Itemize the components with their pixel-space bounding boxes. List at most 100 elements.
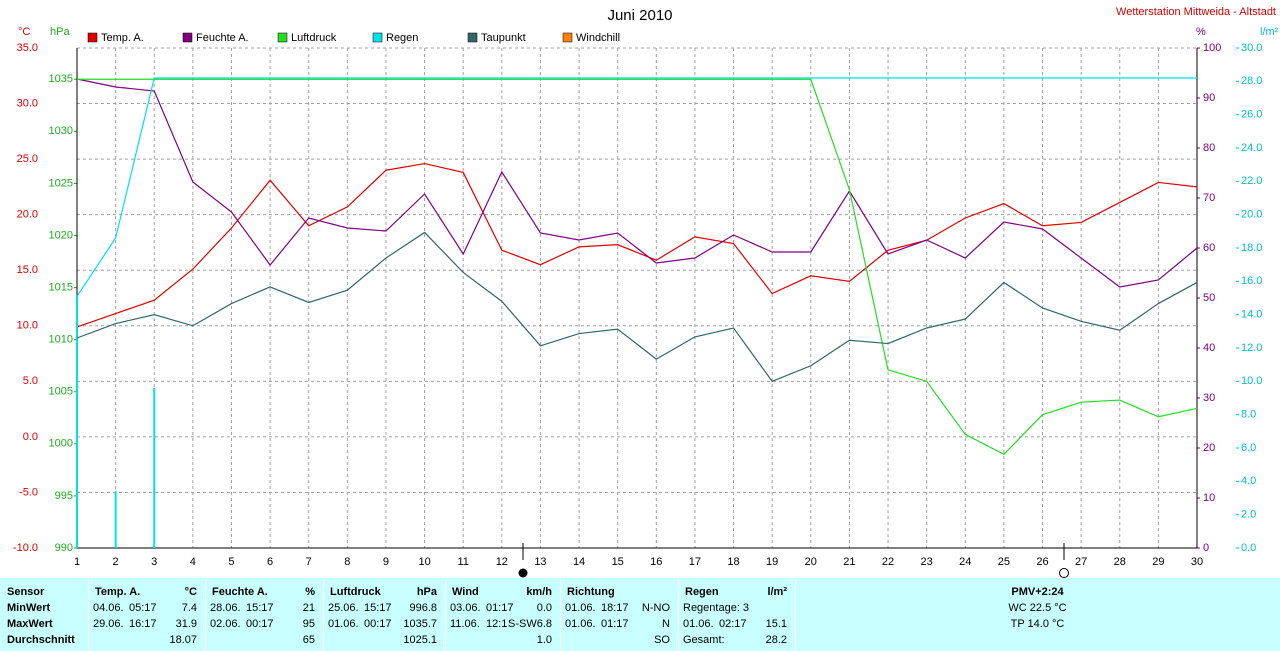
legend-label: Temp. A. <box>101 32 144 44</box>
y-tick-label: -5.0 <box>19 486 38 498</box>
column-separator <box>88 578 89 651</box>
y2-tick-label: 90 <box>1203 92 1215 104</box>
x-tick-label: 2 <box>113 556 119 568</box>
y3-tick-label: 1000 <box>49 438 73 450</box>
cell-time: 02:17 <box>719 618 747 630</box>
legend-swatch <box>372 32 383 43</box>
chart-title: Juni 2010 <box>607 7 672 24</box>
cell-value: 996.8 <box>409 602 437 614</box>
y3-axis-unit: hPa <box>50 26 70 38</box>
cell-value: 1.0 <box>536 634 552 646</box>
y4-tick-label: 16.0 <box>1241 275 1262 287</box>
column-separator <box>445 578 446 651</box>
legend-label: Windchill <box>576 32 620 44</box>
x-tick-label: 25 <box>998 556 1010 568</box>
column-unit: °C <box>184 586 197 598</box>
y4-tick-label: 2.0 <box>1241 509 1256 521</box>
row-label: MaxWert <box>7 618 53 630</box>
column-title: Feuchte A. <box>212 586 268 598</box>
row-label: MinWert <box>7 602 51 614</box>
y-tick-label: -10.0 <box>13 542 38 554</box>
x-tick-label: 28 <box>1114 556 1126 568</box>
cell-date: 11.06. <box>450 618 480 630</box>
x-tick-label: 15 <box>612 556 624 568</box>
series-line <box>76 231 1198 383</box>
legend-swatch <box>277 32 288 43</box>
column-title: Wind <box>452 586 479 598</box>
column-separator <box>560 578 561 651</box>
column-title: Luftdruck <box>330 586 381 598</box>
cell-value: 0.0 <box>536 602 552 614</box>
cell-time: 16:17 <box>129 618 157 630</box>
x-tick-label: 5 <box>228 556 234 568</box>
column-separator <box>678 578 679 651</box>
y3-tick-label: 1015 <box>49 281 73 293</box>
cell-date: 04.06. <box>93 602 124 614</box>
y4-tick-label: 28.0 <box>1241 75 1262 87</box>
y4-tick-label: 8.0 <box>1241 409 1256 421</box>
y3-tick-label: 1025 <box>49 177 73 189</box>
y4-tick-label: 26.0 <box>1241 109 1262 121</box>
legend-swatch <box>87 32 98 43</box>
x-tick-label: 1 <box>74 556 80 568</box>
legend-label: Regen <box>386 32 418 44</box>
summary-table: Sensor Temp. A. °C Feuchte A.% Luftdruck hPa W… <box>0 578 1280 651</box>
y-tick-label: 5.0 <box>23 375 38 387</box>
column-separator <box>795 578 796 651</box>
cell-value: 21 <box>302 602 315 614</box>
column-title: Regen <box>685 586 719 598</box>
legend-label: Taupunkt <box>481 32 526 44</box>
x-tick-label: 9 <box>383 556 389 568</box>
x-tick-label: 18 <box>727 556 739 568</box>
x-tick-label: 24 <box>959 556 971 568</box>
cell-time: 15:17 <box>364 602 392 614</box>
y4-axis-unit: l/m² <box>1260 26 1279 38</box>
x-tick-label: 23 <box>921 556 933 568</box>
column-unit: hPa <box>416 586 437 598</box>
cell-value: N-NO <box>641 602 670 614</box>
legend-swatch <box>182 32 193 43</box>
rain-bar <box>76 296 78 548</box>
column-unit: km/h <box>526 586 552 598</box>
y4-tick-label: 20.0 <box>1241 209 1262 221</box>
x-tick-label: 10 <box>418 556 430 568</box>
cell-text: WC 22.5 °C <box>1008 602 1067 614</box>
x-tick-label: 12 <box>496 556 508 568</box>
column-separator <box>205 578 206 651</box>
cell-value: 95 <box>302 618 315 630</box>
cell-value: 7.4 <box>181 602 197 614</box>
cell-date: 02.06. <box>210 618 241 630</box>
column-title: Sensor <box>7 586 45 598</box>
cell-value: 1025.1 <box>403 634 437 646</box>
y4-tick-label: 22.0 <box>1241 175 1262 187</box>
series-line <box>77 78 1198 455</box>
x-tick-label: 20 <box>805 556 817 568</box>
x-tick-label: 16 <box>650 556 662 568</box>
y2-tick-label: 40 <box>1203 342 1215 354</box>
y2-tick-label: 50 <box>1203 292 1215 304</box>
y4-tick-label: 12.0 <box>1241 342 1262 354</box>
y3-tick-label: 990 <box>55 542 73 554</box>
cell-time: 01:17 <box>601 618 629 630</box>
cell-value: 65 <box>302 634 315 646</box>
y3-tick-label: 1035 <box>49 73 73 85</box>
column-unit: % <box>305 586 315 598</box>
y3-tick-label: 1030 <box>49 125 73 137</box>
column-unit: l/m² <box>767 586 787 598</box>
y2-tick-label: 10 <box>1203 492 1215 504</box>
chart-background <box>0 0 1280 578</box>
y4-tick-label: 6.0 <box>1241 442 1256 454</box>
row-label: Durchschnitt <box>7 634 75 646</box>
y-tick-label: 0.0 <box>23 431 38 443</box>
column-title: Temp. A. <box>95 586 141 598</box>
cell-value: 6.8 <box>536 618 552 630</box>
rain-bar <box>114 491 117 548</box>
cell-value: 1035.7 <box>403 618 437 630</box>
cell-time: 00:17 <box>246 618 274 630</box>
y3-tick-label: 1010 <box>49 334 73 346</box>
x-tick-label: 13 <box>534 556 546 568</box>
y4-tick-label: 10.0 <box>1241 375 1262 387</box>
legend-label: Feuchte A. <box>196 32 249 44</box>
x-tick-label: 21 <box>843 556 855 568</box>
y-axis-unit: °C <box>18 26 30 38</box>
